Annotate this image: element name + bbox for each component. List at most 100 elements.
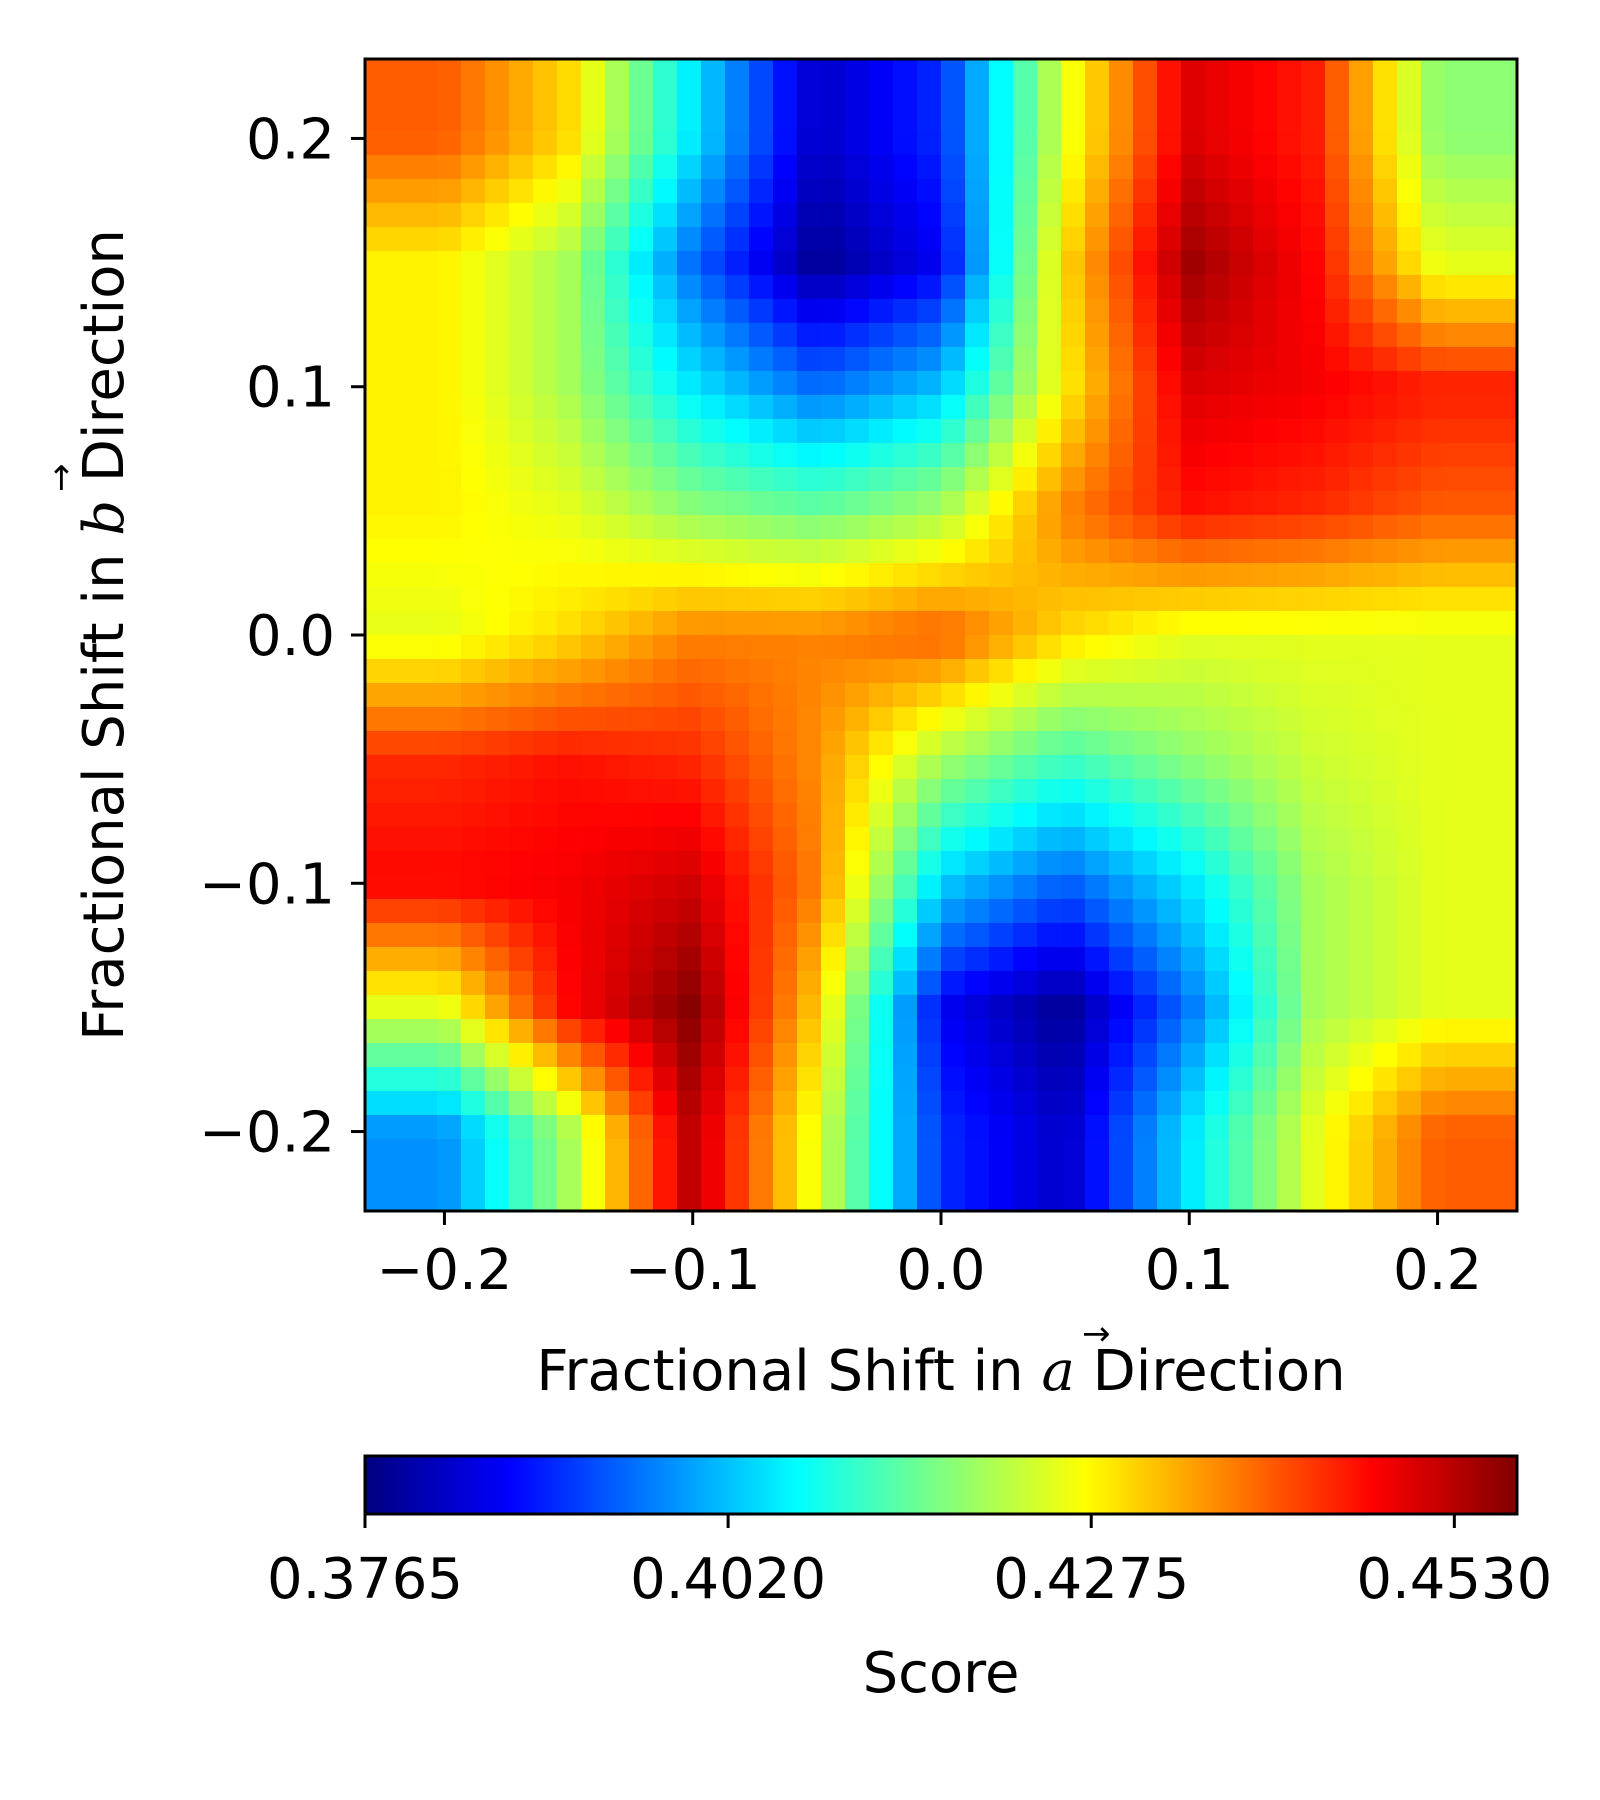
heatmap-cell	[1373, 155, 1398, 180]
heatmap-cell	[845, 659, 870, 684]
heatmap-cell	[461, 131, 486, 156]
heatmap-cell	[1349, 1187, 1374, 1211]
heatmap-cell	[1397, 995, 1422, 1020]
heatmap-cell	[1013, 923, 1038, 948]
heatmap-cell	[1277, 443, 1302, 468]
heatmap-cell	[413, 563, 438, 588]
heatmap-cell	[509, 803, 534, 828]
heatmap-cell	[1493, 395, 1517, 420]
heatmap-cell	[1445, 323, 1470, 348]
heatmap-cell	[413, 107, 438, 132]
heatmap-cell	[1109, 1091, 1134, 1116]
heatmap-cell	[1373, 635, 1398, 660]
heatmap-cell	[509, 707, 534, 732]
heatmap-cell	[1229, 395, 1254, 420]
heatmap-cell	[413, 515, 438, 540]
heatmap-cell	[485, 443, 510, 468]
heatmap-cell	[1373, 203, 1398, 228]
heatmap-cell	[725, 731, 750, 756]
heatmap-cell	[917, 875, 942, 900]
heatmap-cell	[749, 755, 774, 780]
heatmap-cell	[1493, 875, 1517, 900]
heatmap-cell	[965, 275, 990, 300]
heatmap-cell	[653, 59, 678, 84]
heatmap-cell	[413, 1043, 438, 1068]
heatmap-cell	[629, 107, 654, 132]
heatmap-cell	[1349, 107, 1374, 132]
heatmap-cell	[629, 827, 654, 852]
heatmap-cell	[1109, 1019, 1134, 1044]
heatmap-cell	[365, 467, 390, 492]
heatmap-cell	[1469, 443, 1494, 468]
heatmap-cell	[1085, 203, 1110, 228]
heatmap-cell	[1469, 1163, 1494, 1188]
heatmap-cell	[1109, 59, 1134, 84]
heatmap-cell	[461, 707, 486, 732]
heatmap-cell	[1037, 1091, 1062, 1116]
heatmap-cell	[485, 347, 510, 372]
heatmap-cell	[1205, 587, 1230, 612]
heatmap-cell	[485, 1067, 510, 1092]
heatmap-cell	[989, 539, 1014, 564]
heatmap-cell	[533, 803, 558, 828]
heatmap-cell	[1469, 779, 1494, 804]
heatmap-cell	[773, 875, 798, 900]
heatmap-cell	[989, 179, 1014, 204]
heatmap-cell	[917, 947, 942, 972]
heatmap-cell	[1229, 1139, 1254, 1164]
heatmap-cell	[1349, 1019, 1374, 1044]
heatmap-cell	[869, 323, 894, 348]
heatmap-cell	[1109, 803, 1134, 828]
heatmap-cell	[917, 107, 942, 132]
heatmap-cell	[1013, 1139, 1038, 1164]
heatmap-cell	[1493, 707, 1517, 732]
heatmap-cell	[1325, 923, 1350, 948]
heatmap-cell	[1421, 803, 1446, 828]
heatmap-cell	[1445, 1091, 1470, 1116]
heatmap-cell	[701, 491, 726, 516]
heatmap-cell	[773, 827, 798, 852]
y-tick-label: 0.0	[246, 604, 335, 669]
heatmap-cell	[1037, 827, 1062, 852]
heatmap-cell	[557, 1115, 582, 1140]
heatmap-cell	[941, 803, 966, 828]
heatmap-cell	[941, 323, 966, 348]
heatmap-cell	[989, 131, 1014, 156]
heatmap-cell	[773, 947, 798, 972]
heatmap-cell	[1205, 299, 1230, 324]
heatmap-cell	[533, 1067, 558, 1092]
heatmap-cell	[653, 299, 678, 324]
heatmap-cell	[773, 755, 798, 780]
heatmap-cell	[1061, 179, 1086, 204]
heatmap-cell	[1109, 899, 1134, 924]
heatmap-cell	[773, 635, 798, 660]
heatmap-cell	[1277, 779, 1302, 804]
heatmap-cell	[605, 899, 630, 924]
heatmap-cell	[701, 155, 726, 180]
heatmap-cell	[941, 275, 966, 300]
heatmap-cell	[581, 323, 606, 348]
heatmap-cell	[821, 563, 846, 588]
heatmap-cell	[1109, 515, 1134, 540]
heatmap-cell	[605, 659, 630, 684]
heatmap-cell	[1349, 491, 1374, 516]
heatmap-cell	[1229, 203, 1254, 228]
heatmap-cell	[1037, 971, 1062, 996]
heatmap-cell	[485, 323, 510, 348]
heatmap-cell	[1469, 299, 1494, 324]
heatmap-cell	[1301, 155, 1326, 180]
heatmap-cell	[509, 635, 534, 660]
heatmap-cell	[1205, 875, 1230, 900]
heatmap-cell	[461, 227, 486, 252]
heatmap-cell	[1445, 371, 1470, 396]
heatmap-cell	[917, 83, 942, 108]
heatmap-cell	[1421, 347, 1446, 372]
heatmap-cell	[533, 875, 558, 900]
heatmap-cell	[1061, 299, 1086, 324]
heatmap-cell	[701, 1019, 726, 1044]
heatmap-cell	[365, 851, 390, 876]
heatmap-cell	[557, 539, 582, 564]
heatmap-cell	[797, 1043, 822, 1068]
heatmap-cell	[461, 83, 486, 108]
heatmap-cell	[1085, 371, 1110, 396]
